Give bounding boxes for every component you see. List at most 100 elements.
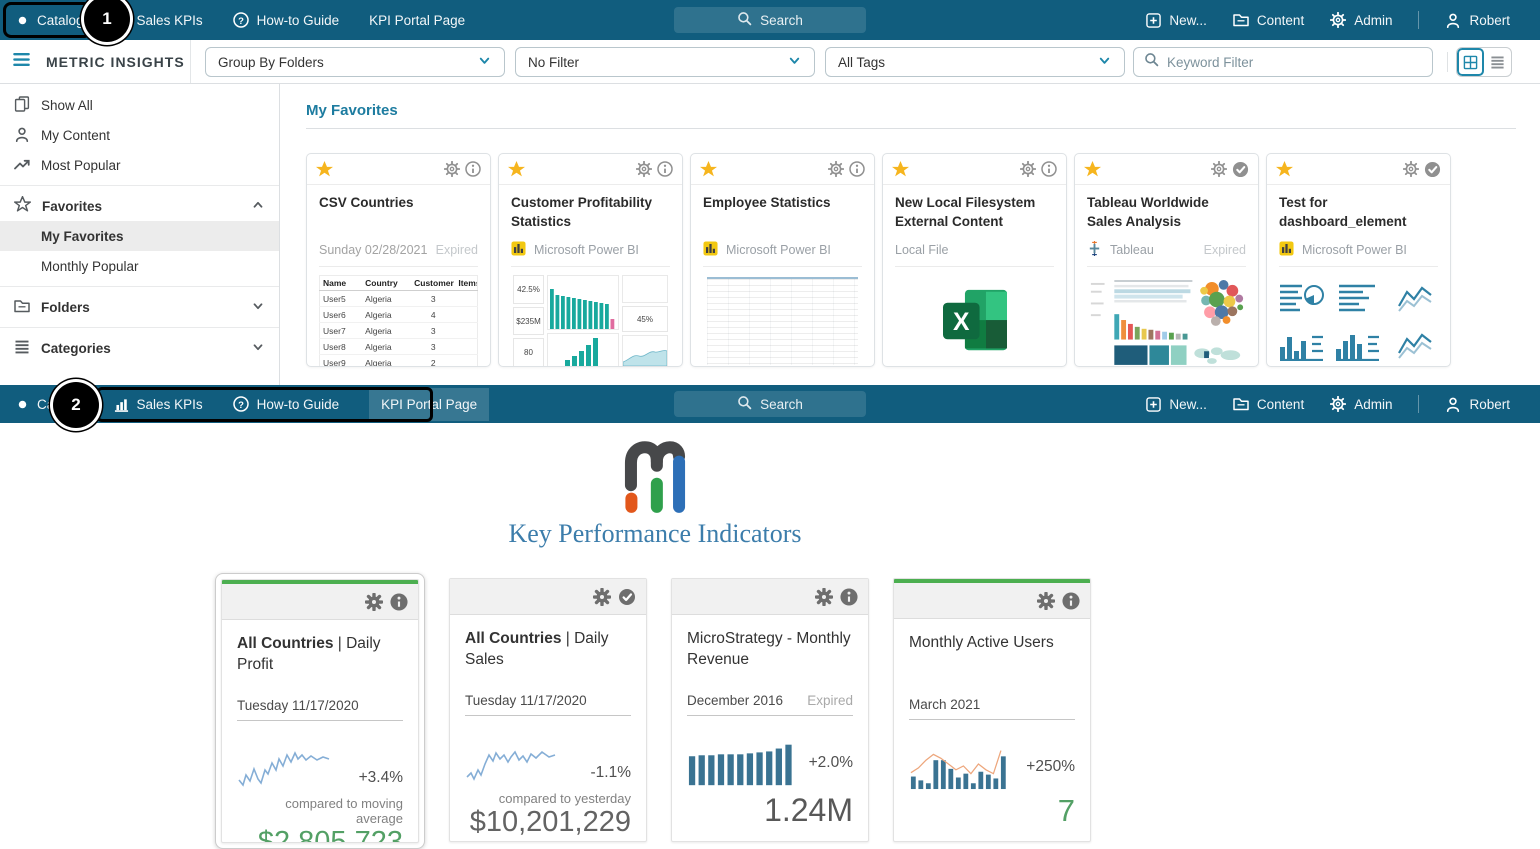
kpi-tile-daily-profit[interactable]: All Countries | Daily Profit Tuesday 11/… xyxy=(221,579,419,843)
sidebar-item-label: Most Popular xyxy=(41,157,121,173)
nav-item-admin[interactable]: Admin xyxy=(1330,12,1392,28)
nav-item-content[interactable]: Content xyxy=(1233,396,1304,412)
sidebar-item-most-popular[interactable]: Most Popular xyxy=(0,150,279,180)
nav-search-label: Search xyxy=(760,396,803,412)
sparkline xyxy=(238,751,330,787)
tile-source: Microsoft Power BI xyxy=(534,243,639,257)
chevron-up-icon[interactable] xyxy=(251,198,265,215)
kpi-date: December 2016 Expired xyxy=(687,693,853,716)
kpi-tile-monthly-active-users[interactable]: Monthly Active Users March 2021 +250% 7 xyxy=(893,578,1091,842)
nav-item-content[interactable]: Content xyxy=(1233,12,1304,28)
tile-tableau-worldwide-sales[interactable]: Tableau Worldwide Sales Analysis Tableau… xyxy=(1074,153,1259,367)
gear-icon[interactable] xyxy=(444,161,460,177)
nav-item-user[interactable]: Robert xyxy=(1445,12,1510,28)
gear-icon[interactable] xyxy=(815,588,833,606)
favorite-star-icon[interactable] xyxy=(892,161,909,178)
sidebar-item-categories[interactable]: Categories xyxy=(0,333,279,363)
star-outline-icon xyxy=(14,196,31,216)
nav-item-kpi-portal-page[interactable]: KPI Portal Page xyxy=(369,387,490,421)
nav-item-catalog[interactable]: Catalog xyxy=(16,397,84,412)
gear-icon[interactable] xyxy=(593,588,611,606)
gear-icon[interactable] xyxy=(1037,592,1055,610)
nav-item-new[interactable]: New... xyxy=(1146,397,1207,412)
nav-item-label: KPI Portal Page xyxy=(381,396,478,412)
tile-employee-statistics[interactable]: Employee Statistics Microsoft Power BI xyxy=(690,153,875,367)
tags-select[interactable]: All Tags xyxy=(825,47,1125,77)
sidebar-item-monthly-popular[interactable]: Monthly Popular xyxy=(0,251,279,281)
sidebar-item-my-favorites[interactable]: My Favorites xyxy=(0,221,279,251)
nav-item-new[interactable]: New... xyxy=(1146,13,1207,28)
nav-search[interactable]: Search xyxy=(674,7,866,33)
tile-preview: 42.5% $235M 80 xyxy=(511,275,670,366)
sidebar-item-show-all[interactable]: Show All xyxy=(0,90,279,120)
sidebar-item-label: My Favorites xyxy=(41,228,124,244)
certified-badge-icon[interactable] xyxy=(1424,161,1441,178)
nav-item-sales-kpis[interactable]: Sales KPIs xyxy=(114,13,203,28)
tile-csv-countries[interactable]: CSV Countries Sunday 02/28/2021 Expired … xyxy=(306,153,491,367)
certified-badge-icon[interactable] xyxy=(618,588,636,606)
favorite-star-icon[interactable] xyxy=(1276,161,1293,178)
grid-view-button[interactable] xyxy=(1457,48,1484,76)
nav-item-admin[interactable]: Admin xyxy=(1330,396,1392,412)
gear-icon[interactable] xyxy=(636,161,652,177)
nav-item-sales-kpis[interactable]: Sales KPIs xyxy=(114,397,203,412)
favorite-star-icon[interactable] xyxy=(508,161,525,178)
nav-item-catalog[interactable]: Catalog xyxy=(16,13,84,28)
catalog-top-nav: Catalog Sales KPIs How-to Guide KPI Port… xyxy=(0,0,1540,40)
group-by-select[interactable]: Group By Folders xyxy=(205,47,505,77)
nav-item-user[interactable]: Robert xyxy=(1445,396,1510,412)
kpi-value: 1.24M xyxy=(764,792,853,828)
nav-item-label: How-to Guide xyxy=(256,396,340,412)
kpi-title: All Countries | Daily Sales xyxy=(465,630,609,668)
folder-icon xyxy=(1233,396,1249,412)
kpi-date: Tuesday 11/17/2020 xyxy=(465,693,631,716)
kpi-tile-row: All Countries | Daily Profit Tuesday 11/… xyxy=(215,573,1540,849)
tile-header xyxy=(691,154,874,185)
nav-item-label: Admin xyxy=(1354,12,1393,28)
nav-item-how-to-guide[interactable]: How-to Guide xyxy=(233,12,339,28)
info-icon[interactable] xyxy=(1062,592,1080,610)
chevron-down-icon[interactable] xyxy=(251,299,265,316)
rising-bars-thumb xyxy=(565,338,598,366)
info-icon[interactable] xyxy=(1041,161,1057,177)
favorite-star-icon[interactable] xyxy=(1084,161,1101,178)
info-icon[interactable] xyxy=(840,588,858,606)
gear-icon[interactable] xyxy=(1211,161,1227,177)
gear-icon[interactable] xyxy=(365,593,383,611)
menu-button[interactable] xyxy=(12,50,31,74)
search-icon xyxy=(737,11,752,29)
info-icon[interactable] xyxy=(465,161,481,177)
tile-test-dashboard-element[interactable]: Test for dashboard_element Microsoft Pow… xyxy=(1266,153,1451,367)
nav-search[interactable]: Search xyxy=(674,391,866,417)
sidebar-item-folders[interactable]: Folders xyxy=(0,292,279,322)
nav-item-kpi-portal-page[interactable]: KPI Portal Page xyxy=(369,13,465,28)
tile-local-filesystem[interactable]: New Local Filesystem External Content Lo… xyxy=(882,153,1067,367)
chevron-down-icon xyxy=(787,53,802,71)
nav-item-how-to-guide[interactable]: How-to Guide xyxy=(233,396,340,412)
info-icon[interactable] xyxy=(849,161,865,177)
kpi-header xyxy=(672,579,868,615)
sidebar-item-favorites[interactable]: Favorites xyxy=(0,191,279,221)
gear-icon[interactable] xyxy=(1403,161,1419,177)
kpi-tile-monthly-revenue[interactable]: MicroStrategy - Monthly Revenue December… xyxy=(671,578,869,842)
kpi-tile-daily-sales[interactable]: All Countries | Daily Sales Tuesday 11/1… xyxy=(449,578,647,842)
tile-title: New Local Filesystem External Content xyxy=(895,195,1036,229)
sidebar-item-label: Folders xyxy=(41,299,90,315)
bar-chart-icon xyxy=(114,397,129,412)
favorite-star-icon[interactable] xyxy=(316,161,333,178)
gear-icon[interactable] xyxy=(1020,161,1036,177)
list-view-button[interactable] xyxy=(1484,48,1511,76)
chevron-down-icon[interactable] xyxy=(251,340,265,357)
filter-select[interactable]: No Filter xyxy=(515,47,815,77)
tile-preview xyxy=(1087,275,1246,366)
tile-customer-profitability[interactable]: Customer Profitability Statistics Micros… xyxy=(498,153,683,367)
stat-value: $235M xyxy=(513,306,544,336)
certified-badge-icon[interactable] xyxy=(1232,161,1249,178)
sidebar-item-my-content[interactable]: My Content xyxy=(0,120,279,150)
info-icon[interactable] xyxy=(390,593,408,611)
info-icon[interactable] xyxy=(657,161,673,177)
keyword-filter-input[interactable] xyxy=(1167,54,1422,70)
favorite-star-icon[interactable] xyxy=(700,161,717,178)
gear-icon[interactable] xyxy=(828,161,844,177)
expired-badge: Expired xyxy=(435,243,478,257)
